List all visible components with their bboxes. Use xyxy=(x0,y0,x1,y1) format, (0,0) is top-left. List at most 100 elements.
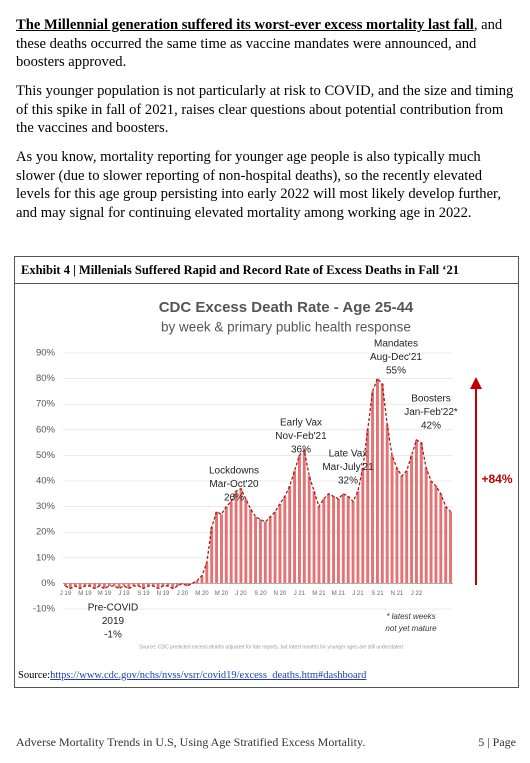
chart: CDC Excess Death Rate - Age 25-44 by wee… xyxy=(33,299,513,650)
bar xyxy=(249,509,253,584)
bar xyxy=(210,527,214,584)
y-tick-label: -10% xyxy=(33,604,56,615)
annotation: Mar-July'21 xyxy=(322,462,374,473)
y-tick-label: 30% xyxy=(36,501,56,512)
bar xyxy=(263,521,267,584)
trend-line xyxy=(65,377,452,590)
footnote: Source: CDC predicted excess deaths adju… xyxy=(139,644,403,650)
bar xyxy=(215,511,219,584)
annotation: Mandates xyxy=(374,339,418,350)
bar xyxy=(444,506,448,584)
bar xyxy=(112,583,116,586)
exhibit: Exhibit 4 | Millenials Suffered Rapid an… xyxy=(14,256,519,688)
chart-title: CDC Excess Death Rate - Age 25-44 xyxy=(159,299,414,316)
lead-text: The Millennial generation suffered its w… xyxy=(16,17,474,33)
annotation: Pre-COVID xyxy=(88,603,139,614)
y-tick-label: 90% xyxy=(36,348,56,359)
x-tick-label: N 20 xyxy=(274,591,287,597)
x-tick-label: J 20 xyxy=(177,591,189,597)
bar xyxy=(390,455,394,584)
bar xyxy=(375,378,379,584)
bar xyxy=(400,475,404,584)
bar xyxy=(380,383,384,584)
source-link[interactable]: https://www.cdc.gov/nchs/nvss/vsrr/covid… xyxy=(50,670,367,681)
bar xyxy=(127,583,131,589)
x-tick-label: J 21 xyxy=(294,591,306,597)
bar xyxy=(117,583,121,589)
bar xyxy=(185,583,189,586)
bar xyxy=(278,504,282,584)
x-tick-label: J 21 xyxy=(352,591,364,597)
bar xyxy=(205,562,209,584)
bar xyxy=(161,583,165,586)
y-tick-label: 60% xyxy=(36,424,56,435)
annotation: Lockdowns xyxy=(209,466,259,477)
bar xyxy=(137,583,141,586)
bar xyxy=(356,491,360,584)
source: Source:https://www.cdc.gov/nchs/nvss/vsr… xyxy=(18,670,366,681)
x-tick-label: M 21 xyxy=(312,591,326,597)
bar xyxy=(254,516,258,584)
x-tick-label: N 21 xyxy=(391,591,404,597)
bar xyxy=(449,511,453,584)
paragraph: As you know, mortality reporting for you… xyxy=(16,149,501,221)
bar xyxy=(68,583,72,589)
bar xyxy=(219,514,223,584)
x-tick-label: M 20 xyxy=(195,591,209,597)
x-tick-label: M 20 xyxy=(215,591,229,597)
annotation: 26% xyxy=(224,493,244,504)
y-tick-label: 10% xyxy=(36,552,56,563)
bar xyxy=(88,583,92,586)
footer-right: 5 | Page xyxy=(478,735,516,749)
x-tick-label: M 21 xyxy=(332,591,346,597)
bar xyxy=(258,519,262,584)
bar xyxy=(424,468,428,584)
bar xyxy=(190,583,194,584)
bar xyxy=(385,424,389,584)
bar xyxy=(132,583,136,586)
bar xyxy=(268,516,272,584)
x-tick-label: J 22 xyxy=(411,591,423,597)
bar xyxy=(327,493,331,584)
annotation: 32% xyxy=(338,476,358,487)
bar xyxy=(293,470,297,584)
bar xyxy=(429,481,433,584)
y-tick-label: 20% xyxy=(36,527,56,538)
bar xyxy=(283,496,287,584)
annotation: -1% xyxy=(104,630,122,641)
exhibit-heading: Exhibit 4 | Millenials Suffered Rapid an… xyxy=(15,257,518,284)
paragraph: The Millennial generation suffered its w… xyxy=(16,16,518,72)
x-tick-label: J 19 xyxy=(118,591,130,597)
footer-left: Adverse Mortality Trends in U.S, Using A… xyxy=(16,735,366,749)
annotation: Mar-Oct'20 xyxy=(209,479,259,490)
bar xyxy=(83,583,87,586)
bar xyxy=(63,583,67,586)
bar xyxy=(366,429,370,584)
x-tick-label: S 21 xyxy=(371,591,384,597)
bar xyxy=(107,583,111,586)
bar xyxy=(414,440,418,584)
bar xyxy=(297,455,301,584)
y-tick-label: 70% xyxy=(36,399,56,410)
bar xyxy=(361,468,365,584)
bar xyxy=(244,498,248,584)
bar xyxy=(176,583,180,586)
bar xyxy=(98,583,102,586)
bar xyxy=(93,583,97,589)
bar xyxy=(234,491,238,584)
bar xyxy=(322,498,326,584)
bar xyxy=(405,470,409,584)
bar xyxy=(351,501,355,584)
bar xyxy=(332,496,336,584)
note: * latest weeks xyxy=(386,612,435,621)
x-tick-label: M 19 xyxy=(98,591,112,597)
x-tick-label: J 19 xyxy=(60,591,72,597)
y-tick-label: 80% xyxy=(36,373,56,384)
annotation: Boosters xyxy=(411,394,450,405)
paragraph: This younger population is not particula… xyxy=(16,83,514,136)
bar xyxy=(146,583,150,586)
bar xyxy=(122,583,126,586)
annotation: Nov-Feb'21 xyxy=(275,431,327,442)
bar xyxy=(200,575,204,584)
annotation: 42% xyxy=(421,421,441,432)
